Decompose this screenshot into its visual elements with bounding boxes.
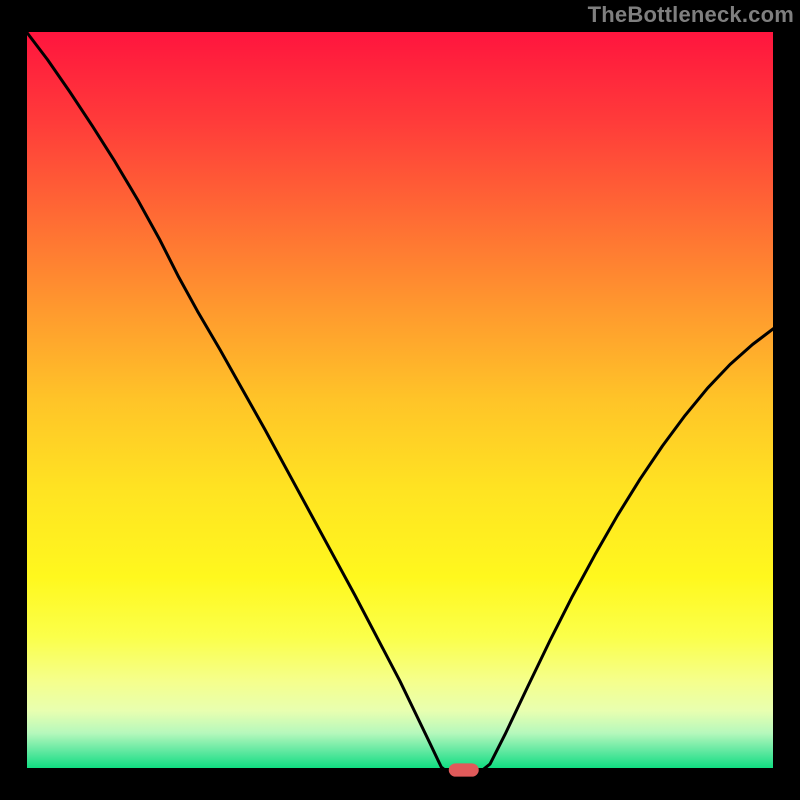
bottleneck-chart: TheBottleneck.com [0,0,800,800]
plot-background [25,30,775,770]
optimal-marker [449,763,479,776]
chart-svg [0,0,800,800]
